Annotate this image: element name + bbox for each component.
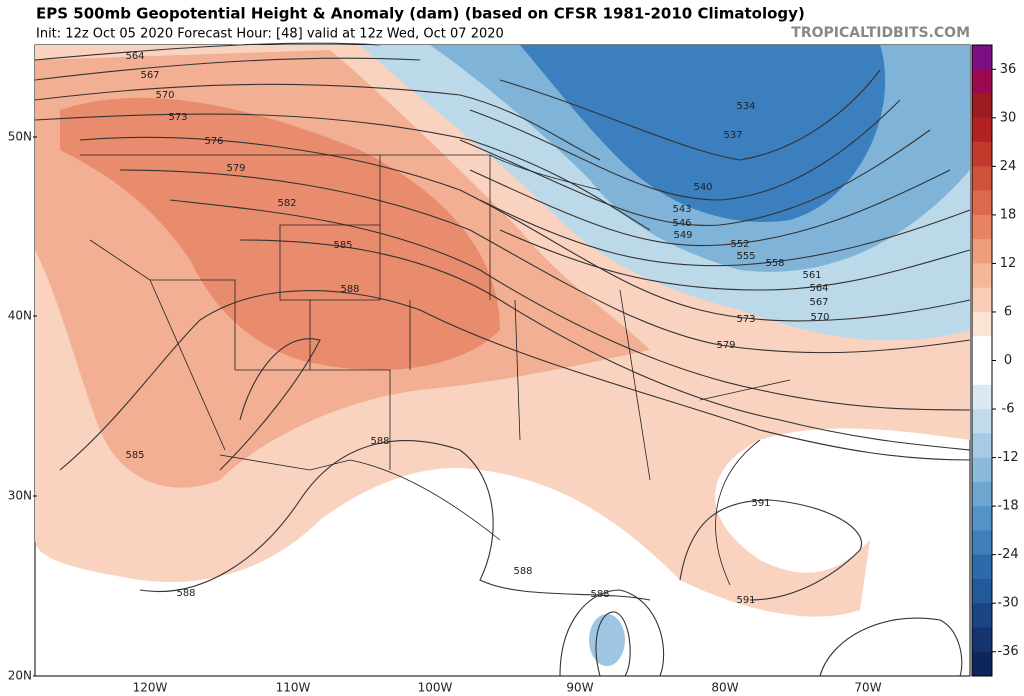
anomaly-negative-strong [520,45,886,222]
latitude-label: 40N [8,309,32,323]
colorbar-segment [972,578,992,604]
contour-label: 564 [809,283,828,294]
colorbar-label: 6 [1004,304,1012,319]
colorbar-label: 0 [1004,353,1012,368]
colorbar-label: -24 [997,547,1018,562]
colorbar-segment [972,45,992,70]
contour-label: 540 [693,182,712,193]
colorbar-label: -18 [997,499,1018,514]
colorbar-segment [972,166,992,191]
colorbar-label: 30 [1000,110,1017,125]
colorbar-segment [972,481,992,507]
contour-label: 591 [751,498,770,509]
contours [34,42,971,677]
contour-label: 579 [226,163,245,174]
contour-label: 588 [370,436,389,447]
contour-label: 579 [716,340,735,351]
contour-label: 567 [140,70,159,81]
contour-label: 585 [333,240,352,251]
contour-label: 588 [590,589,609,600]
colorbar-label: 24 [1000,159,1017,174]
longitude-label: 70W [854,681,881,695]
latitude-label: 50N [8,130,32,144]
longitude-label: 100W [418,681,453,695]
contour-label: 570 [810,312,829,323]
contour-label: 573 [736,314,755,325]
contour-label: 543 [672,204,691,215]
contour-label: 585 [125,450,144,461]
longitude-label: 110W [276,681,311,695]
colorbar-segment [972,287,992,313]
anomaly-negative-small [589,614,625,666]
contour-label: 576 [204,136,223,147]
colorbar-segment [972,506,992,531]
colorbar-label: 18 [1000,207,1017,222]
colorbar-segment [972,457,992,483]
colorbar-segment [972,603,992,628]
contour-label: 534 [736,101,755,112]
contour-label: 591 [736,595,755,606]
contour-label: 558 [765,258,784,269]
colorbar-segment [972,69,992,94]
contour-label: 552 [730,239,749,250]
colorbar-label: -30 [997,596,1018,611]
longitude-label: 120W [133,681,168,695]
colorbar-segment [972,530,992,555]
colorbar-segment [972,117,992,143]
colorbar-segment [972,93,992,119]
colorbar-label: -12 [997,450,1018,465]
credit: TROPICALTIDBITS.COM [791,25,970,41]
colorbar-segment [972,409,992,434]
longitude-label: 90W [566,681,593,695]
colorbar-segment [972,311,992,337]
latitude-label: 20N [8,669,32,683]
colorbar-segment [972,433,992,458]
colorbar-segment [972,384,992,410]
contour-label: 573 [168,112,187,123]
contour-label: 567 [809,297,828,308]
subtitle: Init: 12z Oct 05 2020 Forecast Hour: [48… [36,27,504,42]
contour-label: 561 [802,270,821,281]
title: EPS 500mb Geopotential Height & Anomaly … [36,5,805,23]
colorbar-segment [972,554,992,580]
contour-label: 555 [736,251,755,262]
latitude-label: 30N [8,489,32,503]
colorbar-segment [972,336,992,361]
colorbar-label: 36 [1000,62,1017,77]
contour-label: 570 [155,90,174,101]
contour-label: 549 [673,230,692,241]
colorbar-segment [972,360,992,386]
contour-label: 588 [340,284,359,295]
colorbar-segment [972,239,992,264]
longitude-label: 80W [711,681,738,695]
contour-label: 537 [723,130,742,141]
contour-label: 564 [125,51,144,62]
colorbar-label: 12 [1000,256,1017,271]
colorbar-segment [972,214,992,240]
colorbar-segment [972,190,992,216]
contour-label: 588 [513,566,532,577]
colorbar-segment [972,651,992,677]
colorbar-segment [972,627,992,653]
borders [80,154,791,586]
contour-label: 582 [277,198,296,209]
contour-label: 588 [176,588,195,599]
colorbar-label: -36 [997,644,1018,659]
contour-label: 546 [672,218,691,229]
colorbar-segment [972,263,992,288]
colorbar-segment [972,142,992,167]
colorbar-label: -6 [1002,402,1015,417]
map-area [34,42,971,677]
